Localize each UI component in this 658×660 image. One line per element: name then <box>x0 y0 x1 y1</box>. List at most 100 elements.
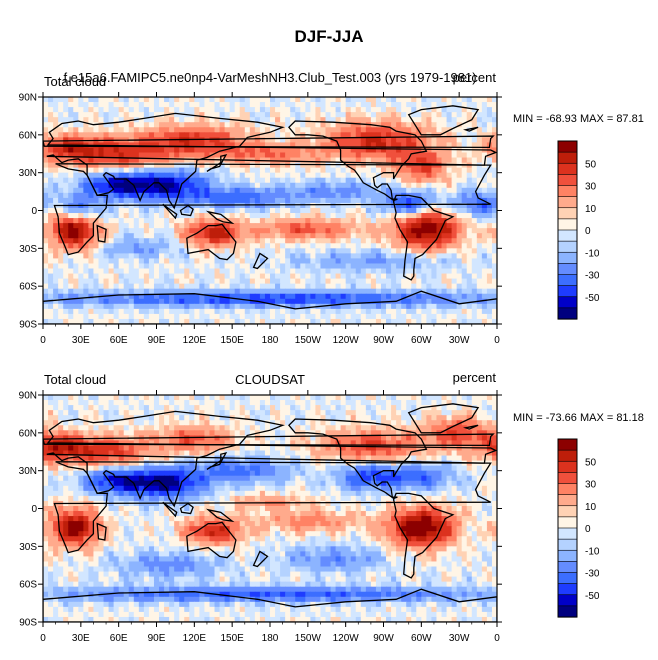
field-cell <box>179 238 185 244</box>
field-cell <box>53 253 59 260</box>
field-cell <box>365 283 372 290</box>
field-cell <box>491 233 497 239</box>
field-cell <box>204 127 211 133</box>
field-cell <box>416 273 422 280</box>
field-cell <box>476 228 483 234</box>
field-cell <box>229 187 236 194</box>
field-cell <box>214 192 221 199</box>
field-cell <box>295 147 301 154</box>
field-cell <box>355 177 362 184</box>
field-cell <box>48 313 54 320</box>
field-cell <box>148 152 155 159</box>
field-cell <box>78 197 84 204</box>
field-cell <box>209 197 216 204</box>
field-cell <box>68 107 74 113</box>
field-cell <box>244 420 251 426</box>
field-cell <box>370 152 377 159</box>
field-cell <box>164 132 170 138</box>
field-cell <box>88 425 95 431</box>
field-cell <box>416 303 422 310</box>
field-cell <box>73 253 79 260</box>
field-cell <box>108 420 115 426</box>
field-cell <box>370 268 377 275</box>
field-cell <box>133 223 140 229</box>
field-cell <box>315 197 322 204</box>
field-cell <box>411 197 417 204</box>
field-cell <box>234 263 241 270</box>
field-cell <box>78 405 84 411</box>
field-cell <box>264 102 271 108</box>
field-cell <box>270 167 276 174</box>
field-cell <box>300 435 306 441</box>
field-cell <box>305 147 311 154</box>
field-cell <box>78 243 84 249</box>
field-cell <box>148 303 155 310</box>
field-cell <box>290 258 296 265</box>
field-cell <box>239 318 246 324</box>
field-cell <box>401 213 407 219</box>
field-cell <box>310 223 316 229</box>
field-cell <box>486 303 493 310</box>
field-cell <box>295 410 301 416</box>
field-cell <box>310 298 316 305</box>
field-cell <box>375 243 382 249</box>
field-cell <box>58 167 64 174</box>
field-cell <box>209 162 216 169</box>
field-cell <box>401 147 407 154</box>
field-cell <box>214 137 221 143</box>
field-cell <box>345 167 352 174</box>
field-cell <box>370 238 377 244</box>
field-cell <box>259 187 266 194</box>
field-cell <box>244 293 251 300</box>
field-cell <box>456 142 463 149</box>
field-cell <box>300 107 306 113</box>
field-cell <box>174 122 180 128</box>
field-cell <box>199 197 206 204</box>
field-cell <box>340 253 347 260</box>
field-cell <box>249 258 256 265</box>
field-cell <box>295 273 301 280</box>
field-cell <box>209 405 216 411</box>
field-cell <box>108 288 115 295</box>
field-cell <box>491 157 497 164</box>
field-cell <box>375 97 382 103</box>
field-cell <box>481 318 488 324</box>
field-cell <box>315 298 322 305</box>
field-cell <box>153 313 160 320</box>
field-cell <box>280 420 286 426</box>
field-cell <box>83 187 89 194</box>
field-cell <box>406 405 412 411</box>
field-cell <box>164 268 170 275</box>
field-cell <box>214 127 221 133</box>
field-cell <box>270 278 276 285</box>
field-cell <box>174 415 180 421</box>
field-cell <box>270 415 276 421</box>
field-cell <box>330 202 337 209</box>
field-cell <box>118 288 125 295</box>
field-cell <box>128 430 135 436</box>
field-cell <box>174 213 180 219</box>
field-cell <box>386 117 392 123</box>
field-cell <box>239 258 246 265</box>
field-cell <box>88 97 95 103</box>
field-cell <box>416 238 422 244</box>
field-cell <box>113 298 120 305</box>
field-cell <box>159 187 165 194</box>
field-cell <box>456 157 463 164</box>
field-cell <box>345 142 352 149</box>
field-cell <box>401 288 407 295</box>
field-cell <box>355 283 362 290</box>
field-cell <box>305 213 311 219</box>
field-cell <box>214 395 221 401</box>
field-cell <box>53 288 59 295</box>
field-cell <box>466 313 473 320</box>
field-cell <box>93 278 100 285</box>
field-cell <box>416 243 422 249</box>
field-cell <box>491 253 497 260</box>
field-cell <box>391 258 397 265</box>
field-cell <box>73 107 79 113</box>
field-cell <box>113 410 120 416</box>
field-cell <box>123 182 130 189</box>
field-cell <box>68 218 74 224</box>
